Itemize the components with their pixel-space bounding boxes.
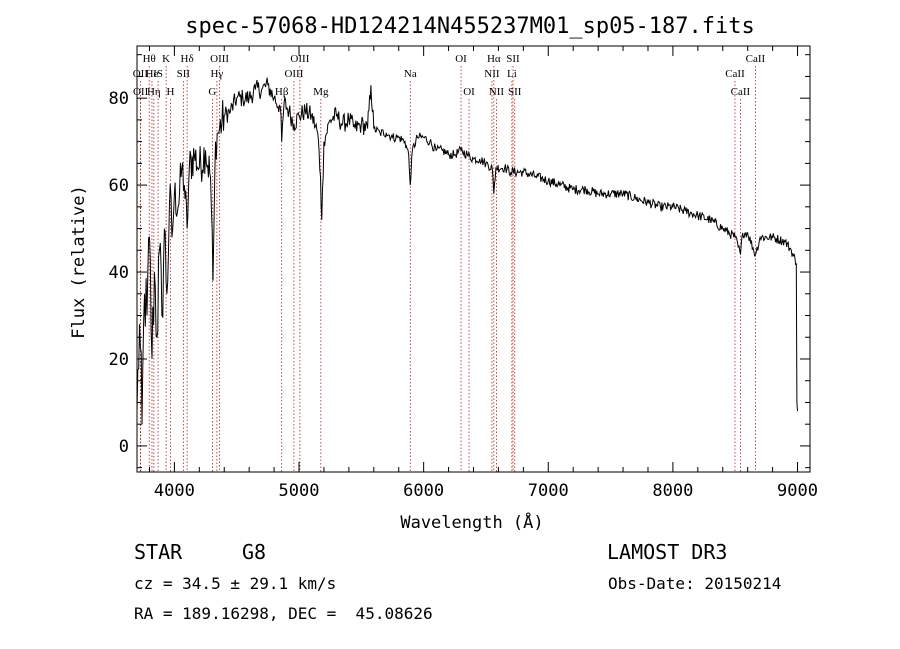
observation-date: Obs-Date: 20150214 <box>608 574 782 593</box>
spectral-line-label: OI <box>463 86 475 98</box>
spectral-line-label: CaII <box>746 53 766 65</box>
redshift-velocity: cz = 34.5 ± 29.1 km/s <box>134 574 337 593</box>
spectral-line-label: Hδ <box>181 53 194 65</box>
y-tick-label: 20 <box>109 350 129 370</box>
spectral-line-label: OIII <box>210 53 229 65</box>
spectral-line-label: Hη <box>147 86 161 98</box>
spectral-line-label: OIII <box>284 68 303 80</box>
x-tick-label: 7000 <box>528 481 569 501</box>
x-tick-label: 9000 <box>777 481 818 501</box>
spectral-line-label: SII <box>506 53 520 65</box>
spectral-line-label: Hγ <box>210 68 223 80</box>
x-axis-ticks: 4000 5000 6000 7000 8000 9000 <box>148 46 818 501</box>
spectral-line-label: Hθ <box>143 53 156 65</box>
y-axis-label: Flux (relative) <box>69 185 89 339</box>
spectral-line-label: SII <box>177 68 191 80</box>
x-tick-label: 6000 <box>403 481 444 501</box>
x-tick-label: 5000 <box>279 481 320 501</box>
x-tick-label: 8000 <box>652 481 693 501</box>
chart-title: spec-57068-HD124214N455237M01_sp05-187.f… <box>185 14 755 39</box>
spectral-line-label: SII <box>508 86 522 98</box>
spectral-line-label: CaII <box>725 68 745 80</box>
spectral-line-label: Hα <box>487 53 501 65</box>
plot-frame <box>136 45 811 473</box>
y-tick-label: 60 <box>109 176 129 196</box>
spectral-line-label: He <box>146 68 159 80</box>
spectral-line-label: NII <box>484 68 500 80</box>
spectral-line-label: Na <box>404 68 417 80</box>
sky-coordinates: RA = 189.16298, DEC = 45.08626 <box>134 604 433 623</box>
x-tick-label: 4000 <box>154 481 195 501</box>
spectral-line-label: IS <box>153 68 163 80</box>
object-subclass: G8 <box>242 540 267 564</box>
spectral-line-label: Hβ <box>275 86 289 98</box>
y-tick-label: 0 <box>119 437 129 457</box>
spectral-line-label: H <box>167 86 175 98</box>
y-axis-ticks: 0 20 40 60 80 <box>109 54 810 469</box>
spectral-line-label: OIII <box>290 53 309 65</box>
spectral-line-markers <box>139 66 756 472</box>
spectral-line-label: CaII <box>731 86 751 98</box>
spectral-line-label: K <box>162 53 170 65</box>
spectral-line-label: G <box>208 86 216 98</box>
x-axis-label: Wavelength (Å) <box>400 511 543 533</box>
spectral-line-label: Mg <box>313 86 329 98</box>
y-tick-label: 40 <box>109 263 129 283</box>
survey-name: LAMOST DR3 <box>607 540 728 564</box>
spectral-line-label: Li <box>507 68 517 80</box>
spectral-line-label: OI <box>455 53 467 65</box>
spectral-line-label: NII <box>489 86 505 98</box>
y-tick-label: 80 <box>109 89 129 109</box>
object-class: STAR <box>134 540 183 564</box>
spectrum-line <box>136 77 798 425</box>
